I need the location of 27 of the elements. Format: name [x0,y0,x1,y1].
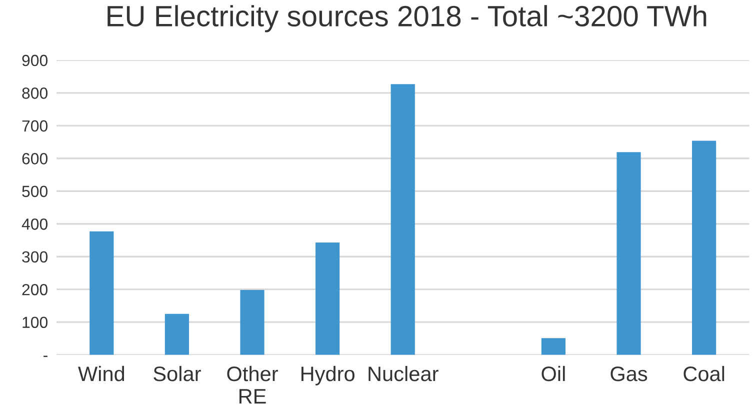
y-tick-label: 800 [22,88,48,99]
y-tick-label: 200 [22,284,48,296]
x-tick-label: Nuclear [368,366,438,382]
y-tick-label: 400 [22,218,48,230]
y-tick-label: 900 [22,54,48,66]
bar [164,314,190,355]
x-tick-label: Other RE [227,366,278,404]
chart-title: EU Electricity sources 2018 - Total ~3200 TWh [108,5,706,32]
x-tick-label: Coal [684,366,724,382]
x-tick-label: Wind [78,366,124,382]
bar [616,152,641,355]
bar [541,338,566,355]
x-tick-label: Oil [542,366,565,382]
y-tick-label: 300 [22,251,48,263]
bar [316,242,340,355]
x-tick-label: Hydro [301,366,354,386]
bar [692,140,716,355]
y-tick-label: 600 [22,153,48,164]
y-tick-label: 100 [22,316,48,328]
bar [240,290,264,355]
y-tick-label: 700 [22,120,48,132]
bar [390,84,415,355]
y-tick-label: - [44,356,48,357]
bar [90,231,114,355]
x-tick-label: Gas [610,366,648,382]
y-tick-label: 500 [22,186,48,198]
x-tick-label: Solar [154,366,201,382]
